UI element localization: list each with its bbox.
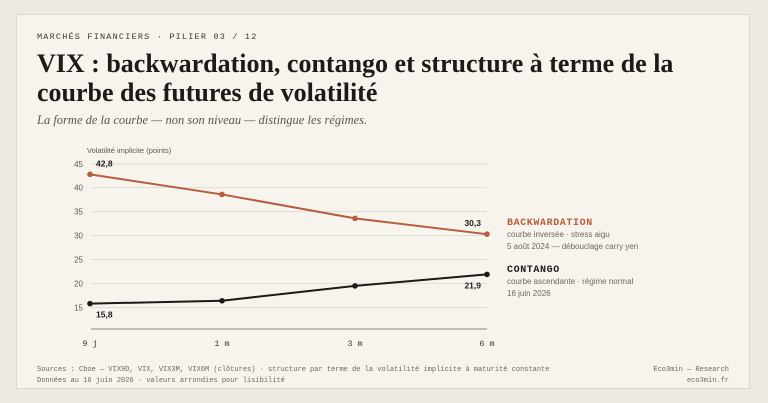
y-tick-label: 30 — [74, 232, 83, 241]
series-line-backwardation — [89, 173, 488, 236]
data-point-backwardation — [87, 171, 93, 178]
footer-sources: Sources : Cboe — VIX9D, VIX, VIX3M, VIX6… — [37, 365, 549, 387]
footer-sources-line: Sources : Cboe — VIX9D, VIX, VIX3M, VIX6… — [37, 366, 550, 374]
legend-contango: CONTANGO courbe ascendante · régime norm… — [507, 265, 633, 300]
data-label: 42,8 — [96, 158, 113, 168]
line-chart: Volatilité implicite (points) 15 20 25 30 35 4… — [74, 146, 495, 349]
footer-site: eco3min.fr — [686, 377, 729, 385]
data-point-contango — [87, 300, 93, 307]
footer-note-line: Données au 16 juin 2026 · valeurs arrond… — [37, 377, 285, 385]
data-point-contango — [219, 297, 225, 304]
footer-brand: Eco3min — Research eco3min.fr — [653, 365, 729, 387]
chart-card: MARCHÉS FINANCIERS · PILIER 03 / 12 VIX … — [16, 14, 750, 389]
legend-contango-line1: courbe ascendante · régime normal — [507, 277, 634, 286]
data-label: 30,3 — [464, 218, 481, 228]
y-axis-label: Volatilité implicite (points) — [87, 146, 172, 155]
legend-contango-name: CONTANGO — [507, 265, 560, 276]
data-point-contango — [352, 283, 358, 289]
y-tick-label: 40 — [74, 184, 83, 193]
series-line-contango — [89, 273, 488, 305]
y-tick-label: 15 — [74, 303, 83, 312]
x-tick-label: 1 m — [214, 339, 229, 349]
kicker: MARCHÉS FINANCIERS · PILIER 03 / 12 — [37, 32, 258, 42]
legend-backwardation-line1: courbe inversée · stress aigu — [507, 230, 610, 239]
data-label: 15,8 — [96, 310, 113, 320]
legend-backwardation-name: BACKWARDATION — [507, 218, 593, 229]
legend-backwardation: BACKWARDATION courbe inversée · stress a… — [507, 218, 638, 253]
y-tick-label: 35 — [74, 208, 83, 217]
legend-contango-line2: 16 juin 2026 — [507, 289, 551, 298]
legend-backwardation-line2: 5 août 2024 — débouclage carry yen — [507, 242, 639, 251]
data-label: 21,9 — [464, 280, 481, 290]
data-point-backwardation — [352, 215, 358, 222]
y-tick-label: 20 — [74, 280, 83, 289]
footer-brand-name: Eco3min — Research — [653, 366, 729, 374]
x-tick-label: 3 m — [347, 339, 362, 349]
x-tick-label: 6 m — [479, 339, 494, 349]
chart-title: VIX : backwardation, contango et structu… — [37, 49, 674, 107]
data-point-backwardation — [219, 191, 225, 198]
y-tick-label: 25 — [74, 256, 83, 265]
data-point-backwardation — [484, 231, 490, 237]
chart-subtitle: La forme de la courbe — non son niveau —… — [37, 113, 368, 127]
data-point-contango — [484, 271, 490, 278]
y-tick-label: 45 — [74, 160, 83, 169]
x-tick-label: 9 j — [82, 339, 97, 349]
